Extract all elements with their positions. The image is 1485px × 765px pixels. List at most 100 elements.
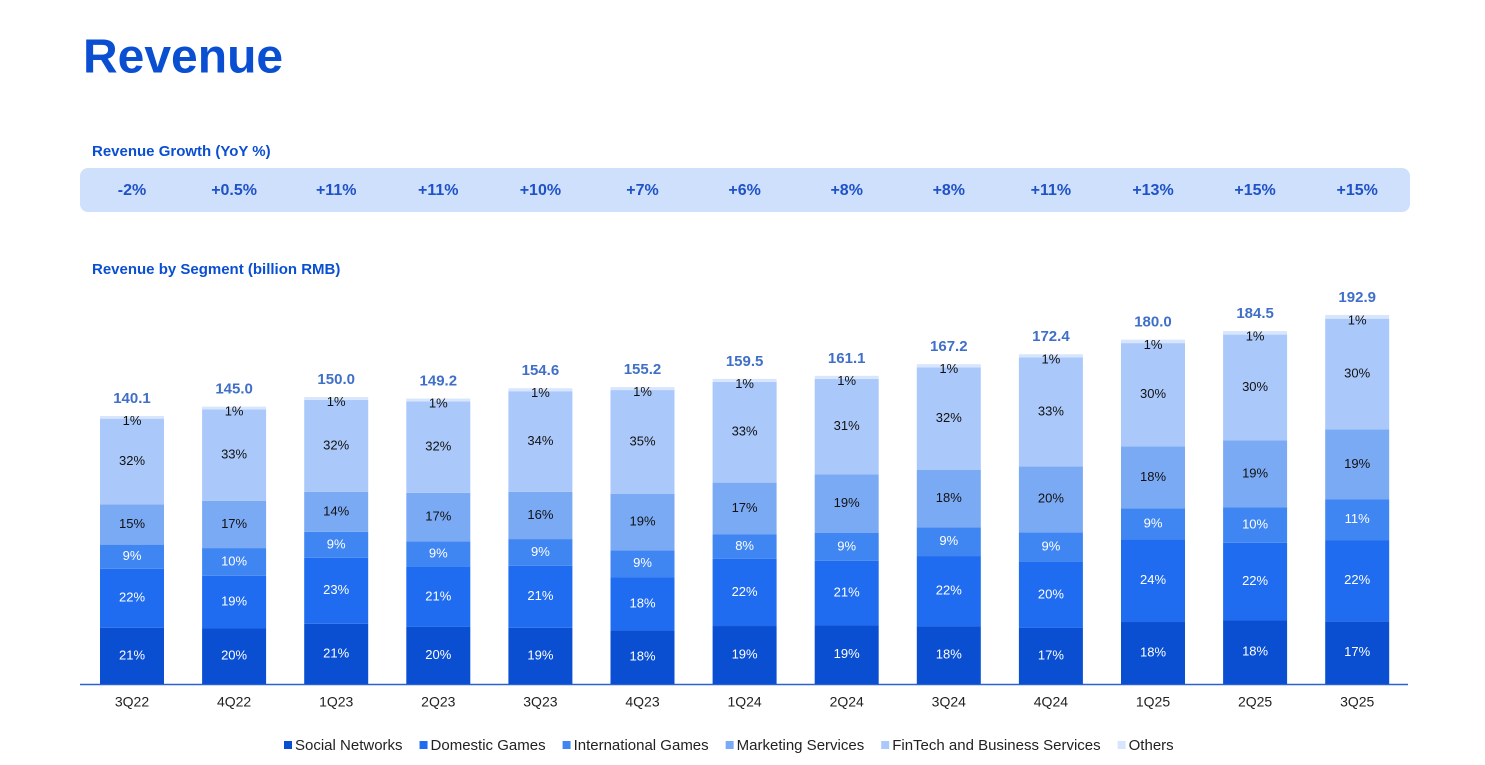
segment-label: 21% (425, 588, 451, 603)
bar-segment (1018, 354, 1083, 358)
bar-segment (916, 527, 981, 557)
bar-segment (100, 418, 164, 505)
segment-label: 18% (1242, 644, 1268, 659)
x-tick-label: 3Q25 (1340, 694, 1374, 710)
legend-label: Marketing Services (737, 737, 865, 754)
segment-label: 19% (834, 495, 860, 510)
segment-label: 19% (1344, 456, 1370, 471)
bar-segment (814, 560, 879, 626)
bar-segment (712, 534, 777, 559)
bar-segment (304, 399, 369, 492)
total-label: 140.1 (113, 390, 151, 407)
bar-segment (100, 627, 164, 684)
segment-label: 32% (425, 439, 451, 454)
legend-swatch (725, 741, 734, 749)
bar-segment (1325, 318, 1390, 430)
segment-label: 18% (1140, 644, 1166, 659)
bar-segment (406, 626, 471, 684)
bar-segment (1223, 507, 1288, 543)
segment-label: 35% (629, 433, 655, 448)
legend-swatch (284, 741, 292, 749)
bar-segment (814, 375, 879, 379)
bar-segment (406, 398, 471, 402)
segment-label: 9% (531, 544, 550, 559)
bar-segment (1223, 620, 1288, 684)
bar-segment (1121, 339, 1185, 344)
segment-label: 15% (119, 516, 145, 531)
bar-segment (100, 568, 164, 628)
segment-label: 1% (633, 384, 652, 399)
bar-segment (304, 623, 369, 684)
segment-label: 17% (732, 500, 758, 515)
x-tick-label: 3Q23 (523, 694, 557, 710)
segment-label: 18% (1140, 469, 1166, 484)
bar-segment (712, 378, 777, 382)
x-tick-label: 2Q24 (830, 694, 864, 710)
segment-label: 22% (119, 590, 145, 605)
bar-segment (712, 381, 777, 483)
segment-label: 20% (221, 648, 247, 663)
growth-title: Revenue Growth (YoY %) (92, 143, 271, 160)
bar-segment (814, 625, 879, 684)
growth-value: +6% (728, 182, 760, 199)
segment-label: 1% (1042, 351, 1061, 366)
segment-label: 17% (425, 508, 451, 523)
bar-segment (1121, 508, 1185, 540)
total-label: 172.4 (1032, 328, 1070, 345)
segment-label: 20% (1038, 586, 1064, 601)
segment-label: 1% (225, 403, 244, 418)
bar-segment (202, 548, 267, 576)
bar-segment (814, 474, 879, 533)
bar-segment (406, 401, 471, 493)
segment-label: 1% (837, 373, 856, 388)
legend-swatch (1117, 741, 1126, 749)
growth-value: +13% (1132, 182, 1173, 199)
bar-segment (712, 482, 777, 535)
legend-label: FinTech and Business Services (892, 737, 1100, 754)
bar-segment (712, 626, 777, 684)
bar-segment (1223, 331, 1288, 335)
segment-label: 20% (1038, 491, 1064, 506)
segment-label: 19% (834, 646, 860, 661)
legend-label: Social Networks (295, 737, 403, 754)
bar-segment (100, 415, 164, 419)
total-label: 159.5 (726, 353, 764, 370)
segment-label: 23% (323, 582, 349, 597)
x-tick-label: 1Q23 (319, 694, 353, 710)
segment-label: 33% (221, 447, 247, 462)
bar-segment (304, 491, 369, 532)
segment-label: 9% (1144, 515, 1163, 530)
growth-value: +15% (1234, 182, 1275, 199)
legend-label: Others (1129, 737, 1174, 754)
growth-band (80, 168, 1410, 212)
segment-label: 18% (629, 649, 655, 664)
bar-segment (406, 541, 471, 567)
bar-segment (1018, 561, 1083, 628)
x-tick-label: 2Q23 (421, 694, 455, 710)
total-label: 145.0 (215, 381, 253, 398)
bar-segment (1223, 334, 1288, 441)
segment-label: 16% (527, 507, 553, 522)
bar-segment (1325, 499, 1390, 541)
bar-segment (1121, 343, 1185, 447)
bar-segment (610, 493, 675, 551)
bar-segment (916, 556, 981, 627)
total-label: 161.1 (828, 350, 866, 367)
segment-label: 30% (1344, 365, 1370, 380)
segment-label: 1% (1144, 337, 1163, 352)
bar-segment (916, 364, 981, 368)
bar-segment (814, 378, 879, 475)
segment-label: 31% (834, 418, 860, 433)
growth-value: +10% (520, 182, 561, 199)
bar-segment (100, 544, 164, 569)
segment-label: 1% (531, 385, 550, 400)
x-tick-label: 3Q24 (932, 694, 966, 710)
segment-label: 1% (123, 413, 142, 428)
segment-label: 10% (221, 553, 247, 568)
segment-label: 32% (936, 410, 962, 425)
chart-title: Revenue by Segment (billion RMB) (92, 261, 340, 278)
legend-swatch (562, 741, 571, 749)
bar-segment (202, 406, 267, 410)
total-label: 167.2 (930, 338, 968, 355)
